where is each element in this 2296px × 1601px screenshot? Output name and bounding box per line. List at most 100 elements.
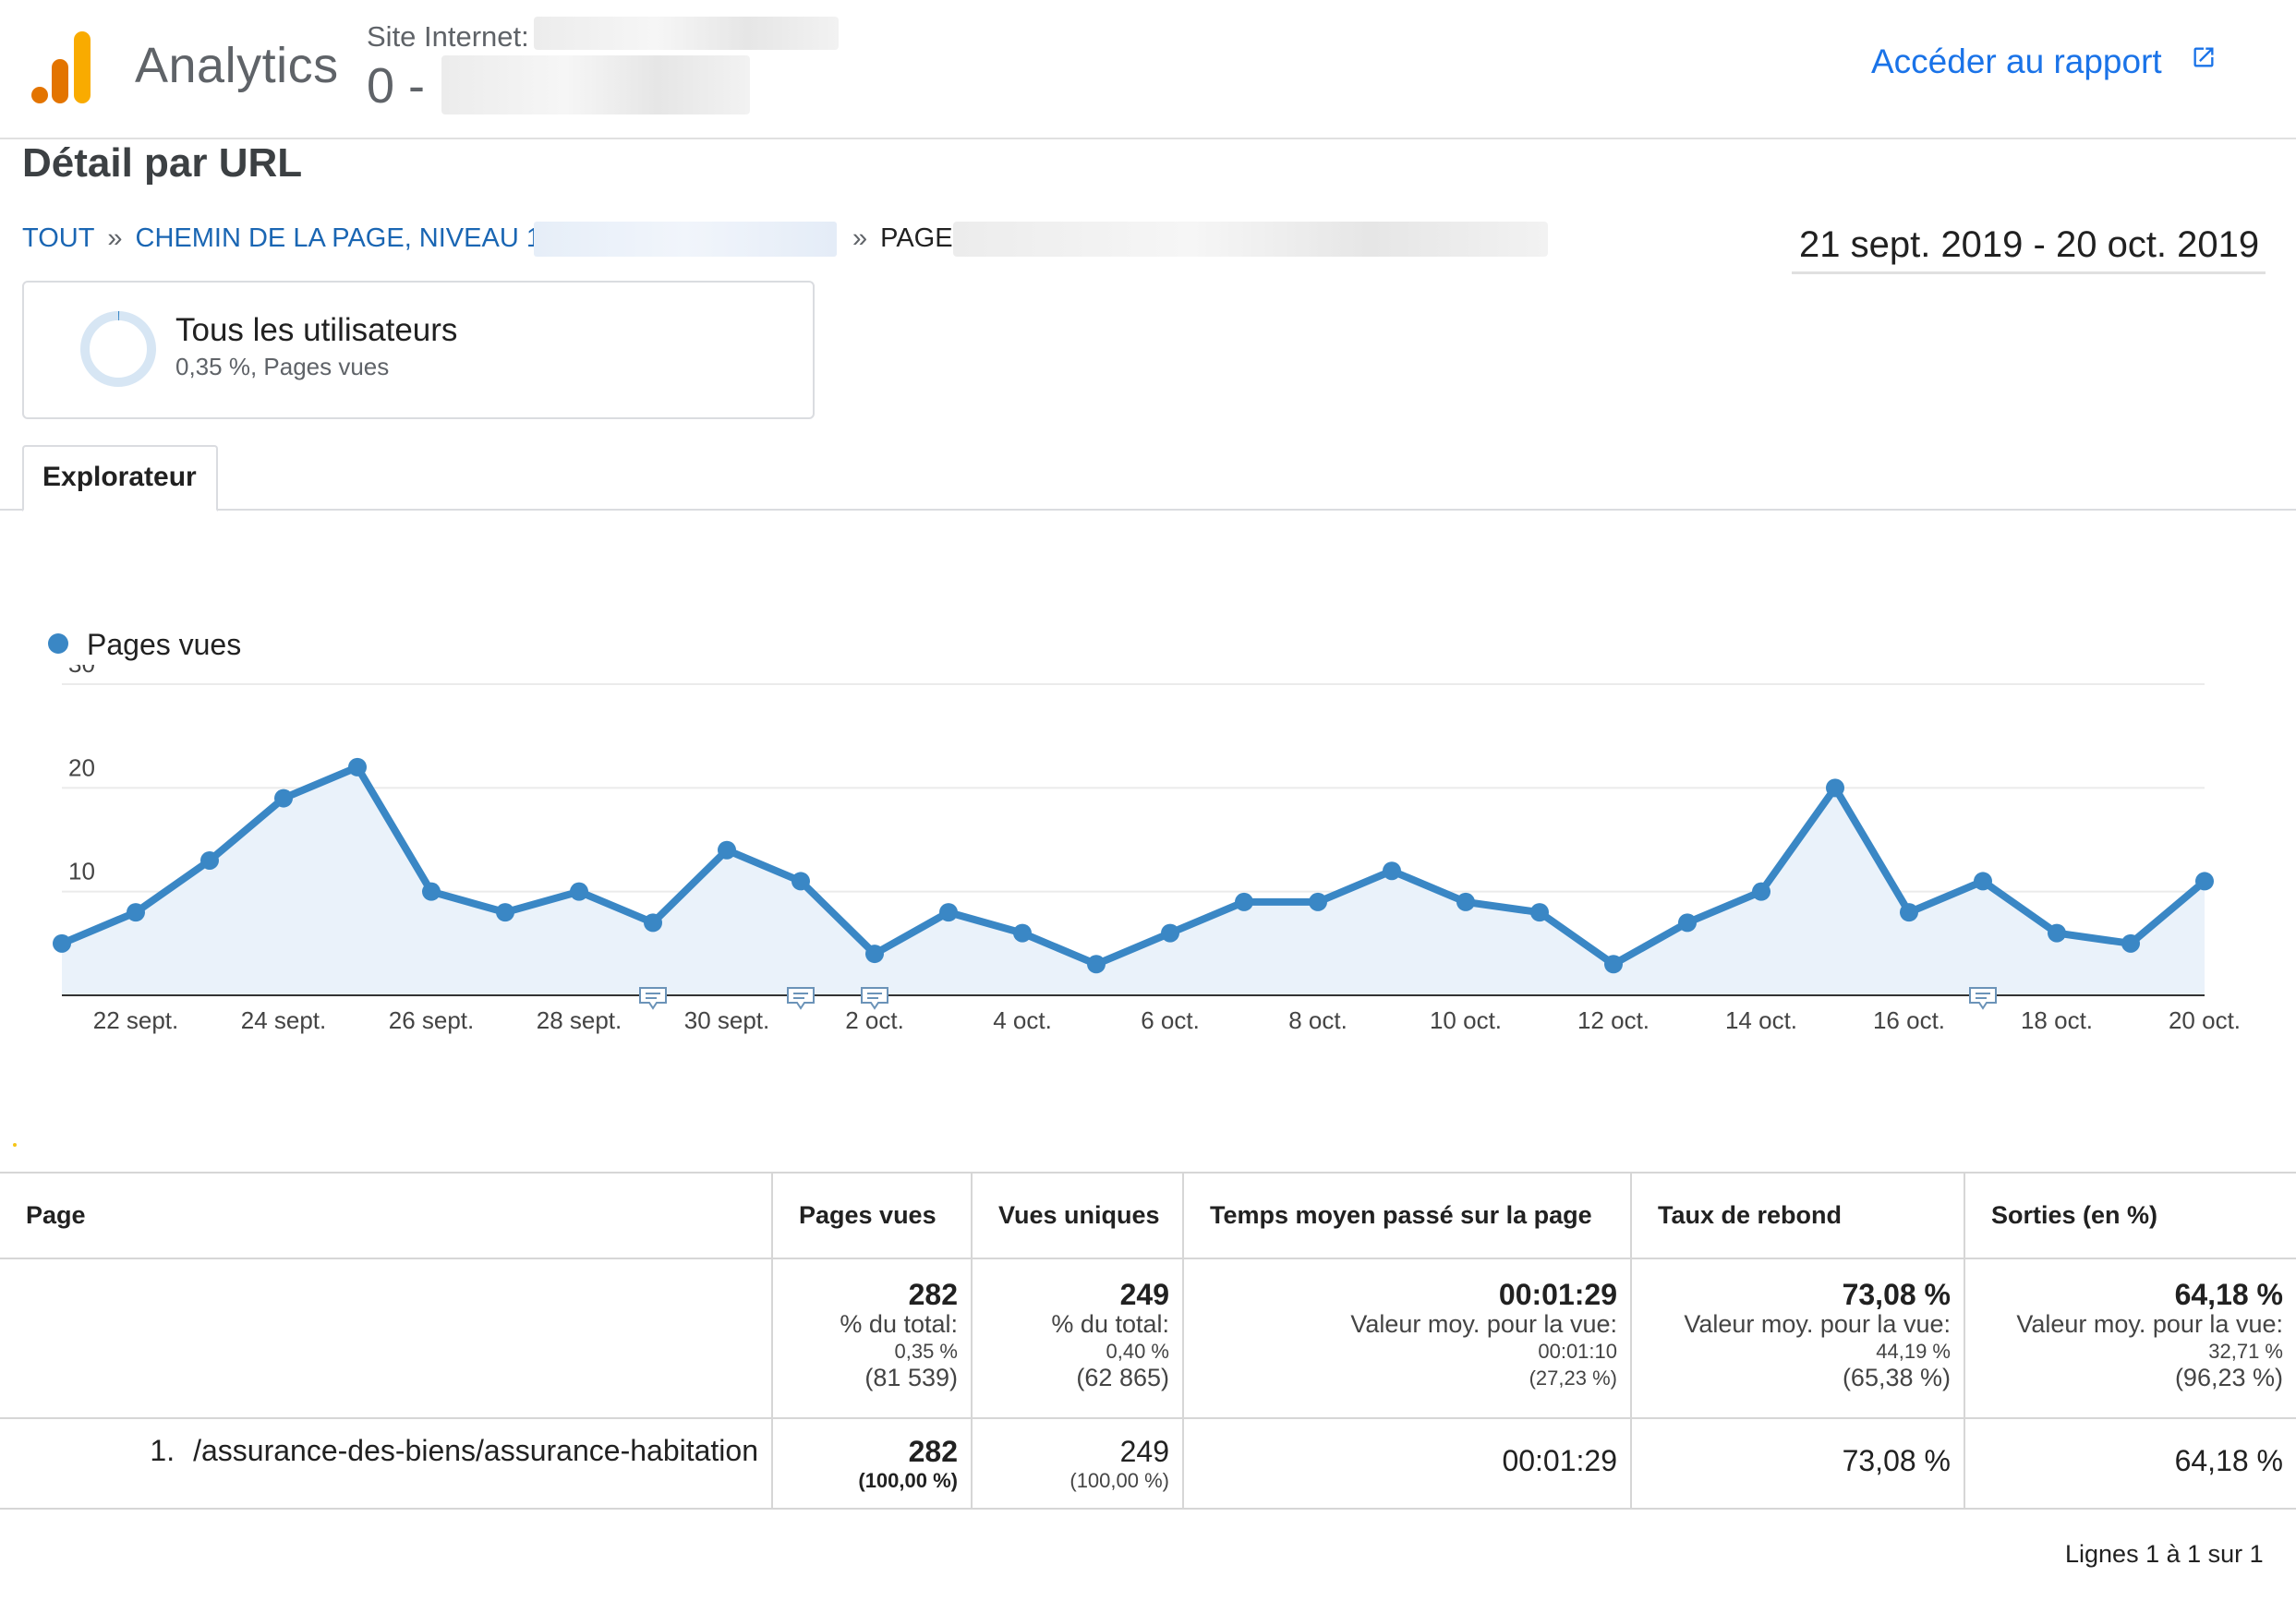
breadcrumb-level1[interactable]: CHEMIN DE LA PAGE, NIVEAU 1: bbox=[135, 223, 550, 253]
x-tick-label: 28 sept. bbox=[537, 1006, 622, 1034]
data-point[interactable] bbox=[1456, 892, 1475, 911]
data-point[interactable] bbox=[644, 913, 662, 933]
redacted-level1-value[interactable] bbox=[534, 222, 837, 257]
segment-card[interactable] bbox=[22, 281, 815, 419]
total-value: 249 bbox=[1119, 1278, 1169, 1311]
data-point[interactable] bbox=[570, 882, 588, 901]
totals-cell: 282 % du total: 0,35 % (81 539) bbox=[771, 1258, 973, 1419]
x-tick-label: 18 oct. bbox=[2021, 1006, 2093, 1034]
row-rank: 1. bbox=[150, 1434, 175, 1467]
app-header bbox=[0, 0, 2296, 139]
redacted-page-value bbox=[953, 222, 1548, 257]
data-point[interactable] bbox=[1235, 892, 1253, 911]
data-point[interactable] bbox=[1383, 861, 1401, 881]
pageviews-line-chart[interactable]: 10 20 30 22 sept. 24 sept. 26 sept. 28 sept. 3… bbox=[0, 665, 2296, 1053]
data-point[interactable] bbox=[865, 945, 884, 964]
x-tick-label: 14 oct. bbox=[1725, 1006, 1797, 1034]
date-range-picker[interactable]: 21 sept. 2019 - 20 oct. 2019 bbox=[1799, 224, 2260, 265]
column-header-pageviews[interactable]: Pages vues bbox=[771, 1172, 973, 1259]
site-name[interactable]: 0 - bbox=[367, 58, 426, 114]
row-pageviews-cell: 282 (100,00 %) bbox=[771, 1417, 973, 1510]
segment-share: 0,35 %, Pages vues bbox=[175, 353, 390, 380]
data-point[interactable] bbox=[127, 903, 145, 922]
row-exit-cell: 64,18 % bbox=[1964, 1417, 2296, 1510]
data-point[interactable] bbox=[53, 933, 71, 953]
series-area bbox=[62, 766, 2205, 995]
totals-row: 282 % du total: 0,35 % (81 539) 249 % du… bbox=[0, 1258, 2296, 1419]
data-point[interactable] bbox=[2048, 923, 2066, 943]
x-tick-label: 22 sept. bbox=[93, 1006, 179, 1034]
data-point[interactable] bbox=[422, 882, 441, 901]
breadcrumb: TOUT » CHEMIN DE LA PAGE, NIVEAU 1: bbox=[22, 223, 549, 254]
totals-cell: 00:01:29 Valeur moy. pour la vue: 00:01:… bbox=[1182, 1258, 1632, 1419]
data-point[interactable] bbox=[496, 903, 514, 922]
column-header-unique-views[interactable]: Vues uniques bbox=[971, 1172, 1184, 1259]
tab-explorer[interactable] bbox=[22, 445, 218, 512]
analytics-logo-icon[interactable] bbox=[31, 31, 92, 103]
data-point[interactable] bbox=[792, 872, 810, 891]
data-point[interactable] bbox=[2121, 933, 2140, 953]
data-point[interactable] bbox=[200, 850, 219, 870]
x-tick-label: 4 oct. bbox=[993, 1006, 1052, 1034]
total-caption: % du total: bbox=[840, 1310, 958, 1338]
column-header-page[interactable]: Page bbox=[0, 1172, 773, 1259]
row-pageviews-share: (100,00 %) bbox=[858, 1469, 958, 1492]
breadcrumb-page: » PAGE: bbox=[852, 223, 961, 254]
y-tick-label: 30 bbox=[68, 665, 95, 678]
column-header-exit-rate[interactable]: Sorties (en %) bbox=[1964, 1172, 2296, 1259]
legend-swatch bbox=[48, 633, 68, 654]
decorative-dot bbox=[13, 1143, 17, 1147]
data-point[interactable] bbox=[1826, 778, 1844, 798]
total-reference: (81 539) bbox=[864, 1364, 958, 1391]
row-pageviews: 282 bbox=[908, 1435, 958, 1468]
breadcrumb-separator: » bbox=[107, 223, 123, 253]
x-tick-label: 2 oct. bbox=[845, 1006, 904, 1034]
data-point[interactable] bbox=[1974, 872, 1992, 891]
column-header-bounce-rate[interactable]: Taux de rebond bbox=[1630, 1172, 1965, 1259]
total-share: 0,35 % bbox=[894, 1340, 959, 1363]
data-point[interactable] bbox=[1087, 955, 1106, 974]
external-link-icon[interactable] bbox=[2191, 44, 2217, 70]
y-tick-label: 10 bbox=[68, 858, 95, 885]
site-label: Site Internet: bbox=[367, 20, 529, 53]
tab-bar-divider bbox=[0, 509, 2296, 511]
column-header-avg-time[interactable]: Temps moyen passé sur la page bbox=[1182, 1172, 1632, 1259]
annotation-icon[interactable] bbox=[787, 987, 815, 1010]
annotation-icon[interactable] bbox=[639, 987, 667, 1010]
data-point[interactable] bbox=[1161, 923, 1179, 943]
legend-label[interactable]: Pages vues bbox=[87, 628, 242, 661]
data-table: Page Pages vues Vues uniques Temps moyen… bbox=[0, 1172, 2296, 1510]
data-point[interactable] bbox=[1309, 892, 1327, 911]
date-range-underline bbox=[1792, 271, 2266, 274]
table-row: 1. /assurance-des-biens/assurance-habitat… bbox=[0, 1417, 2296, 1510]
annotation-icon[interactable] bbox=[861, 987, 888, 1010]
row-avg-time-cell: 00:01:29 bbox=[1182, 1417, 1632, 1510]
row-page-cell: 1. /assurance-des-biens/assurance-habitat… bbox=[0, 1417, 773, 1510]
data-point[interactable] bbox=[348, 757, 367, 776]
data-point[interactable] bbox=[939, 903, 958, 922]
total-caption: Valeur moy. pour la vue: bbox=[1350, 1310, 1617, 1338]
open-report-link[interactable]: Accéder au rapport bbox=[1871, 42, 2162, 80]
redacted-site-name bbox=[441, 55, 750, 114]
row-page-link[interactable]: /assurance-des-biens/assurance-habitatio… bbox=[193, 1434, 758, 1467]
data-point[interactable] bbox=[274, 788, 293, 808]
data-point[interactable] bbox=[718, 840, 736, 860]
data-point[interactable] bbox=[1900, 903, 1918, 922]
data-point[interactable] bbox=[1530, 903, 1549, 922]
table-header-row: Page Pages vues Vues uniques Temps moyen… bbox=[0, 1172, 2296, 1259]
row-bounce-rate: 73,08 % bbox=[1842, 1444, 1951, 1477]
totals-cell: 73,08 % Valeur moy. pour la vue: 44,19 %… bbox=[1630, 1258, 1965, 1419]
series-line bbox=[60, 763, 2207, 969]
redacted-site-url bbox=[534, 17, 839, 50]
data-point[interactable] bbox=[2195, 872, 2214, 891]
data-point[interactable] bbox=[1678, 913, 1697, 933]
total-reference: (27,23 %) bbox=[1529, 1366, 1617, 1390]
x-tick-label: 24 sept. bbox=[241, 1006, 327, 1034]
breadcrumb-all[interactable]: TOUT bbox=[22, 223, 95, 253]
y-tick-label: 20 bbox=[68, 753, 95, 781]
data-point[interactable] bbox=[1013, 923, 1032, 943]
data-point[interactable] bbox=[1752, 882, 1770, 901]
annotation-icon[interactable] bbox=[1969, 987, 1997, 1010]
data-point[interactable] bbox=[1604, 955, 1623, 974]
x-tick-label: 8 oct. bbox=[1288, 1006, 1347, 1034]
